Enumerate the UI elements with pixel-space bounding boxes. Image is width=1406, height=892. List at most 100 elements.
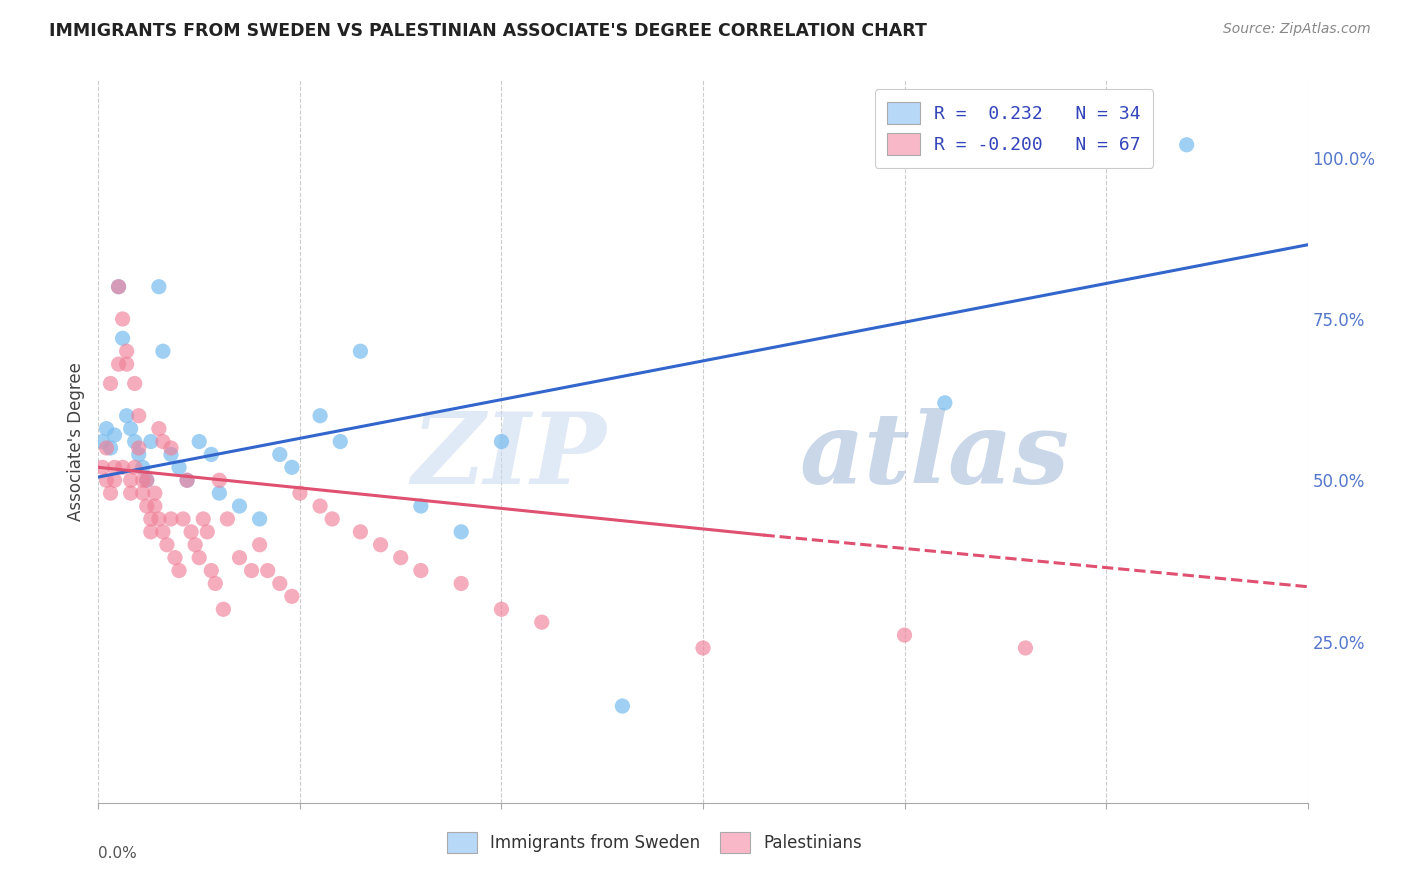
Point bbox=[321, 512, 343, 526]
Point bbox=[530, 615, 553, 630]
Point bbox=[269, 447, 291, 461]
Point bbox=[193, 512, 215, 526]
Point bbox=[124, 434, 146, 449]
Point bbox=[256, 564, 278, 578]
Point bbox=[152, 434, 174, 449]
Text: 0.0%: 0.0% bbox=[98, 847, 138, 861]
Point bbox=[200, 564, 222, 578]
Point bbox=[491, 602, 513, 616]
Point bbox=[124, 460, 146, 475]
Text: Source: ZipAtlas.com: Source: ZipAtlas.com bbox=[1223, 22, 1371, 37]
Point bbox=[135, 499, 157, 513]
Point bbox=[389, 550, 412, 565]
Point bbox=[288, 486, 311, 500]
Point bbox=[128, 441, 150, 455]
Point bbox=[1014, 640, 1036, 655]
Point bbox=[167, 460, 190, 475]
Point bbox=[309, 499, 332, 513]
Point bbox=[91, 460, 114, 475]
Y-axis label: Associate's Degree: Associate's Degree bbox=[66, 362, 84, 521]
Point bbox=[100, 441, 122, 455]
Point bbox=[100, 376, 122, 391]
Point bbox=[115, 357, 138, 371]
Point bbox=[204, 576, 226, 591]
Point bbox=[148, 512, 170, 526]
Point bbox=[160, 447, 183, 461]
Point bbox=[120, 422, 142, 436]
Point bbox=[195, 524, 218, 539]
Point bbox=[132, 486, 155, 500]
Point bbox=[111, 312, 134, 326]
Point bbox=[409, 564, 432, 578]
Point bbox=[349, 344, 371, 359]
Point bbox=[200, 447, 222, 461]
Point bbox=[228, 499, 250, 513]
Point bbox=[180, 524, 202, 539]
Point bbox=[107, 279, 129, 293]
Point bbox=[128, 409, 150, 423]
Point bbox=[103, 428, 125, 442]
Point bbox=[156, 538, 179, 552]
Point bbox=[128, 447, 150, 461]
Point bbox=[152, 524, 174, 539]
Point bbox=[491, 434, 513, 449]
Point bbox=[612, 699, 634, 714]
Point bbox=[208, 473, 231, 487]
Point bbox=[249, 512, 271, 526]
Point bbox=[240, 564, 263, 578]
Point bbox=[115, 344, 138, 359]
Point bbox=[188, 434, 211, 449]
Text: atlas: atlas bbox=[800, 408, 1070, 504]
Point bbox=[111, 331, 134, 345]
Point bbox=[212, 602, 235, 616]
Point bbox=[217, 512, 239, 526]
Point bbox=[160, 441, 183, 455]
Point bbox=[132, 473, 155, 487]
Point bbox=[139, 512, 162, 526]
Point bbox=[148, 422, 170, 436]
Point bbox=[281, 460, 304, 475]
Point bbox=[152, 344, 174, 359]
Point bbox=[120, 486, 142, 500]
Point bbox=[409, 499, 432, 513]
Point bbox=[188, 550, 211, 565]
Point bbox=[269, 576, 291, 591]
Point bbox=[228, 550, 250, 565]
Point bbox=[139, 434, 162, 449]
Point bbox=[96, 422, 118, 436]
Point bbox=[107, 357, 129, 371]
Point bbox=[176, 473, 198, 487]
Point bbox=[135, 473, 157, 487]
Point bbox=[172, 512, 194, 526]
Point bbox=[692, 640, 714, 655]
Point bbox=[135, 473, 157, 487]
Point bbox=[249, 538, 271, 552]
Point bbox=[184, 538, 207, 552]
Point bbox=[309, 409, 332, 423]
Point bbox=[107, 279, 129, 293]
Point bbox=[208, 486, 231, 500]
Point bbox=[176, 473, 198, 487]
Point bbox=[893, 628, 915, 642]
Point bbox=[139, 524, 162, 539]
Point bbox=[143, 499, 166, 513]
Point bbox=[349, 524, 371, 539]
Point bbox=[281, 590, 304, 604]
Point bbox=[934, 396, 956, 410]
Point bbox=[115, 409, 138, 423]
Point bbox=[1175, 137, 1198, 152]
Point bbox=[103, 460, 125, 475]
Point bbox=[120, 473, 142, 487]
Text: IMMIGRANTS FROM SWEDEN VS PALESTINIAN ASSOCIATE'S DEGREE CORRELATION CHART: IMMIGRANTS FROM SWEDEN VS PALESTINIAN AS… bbox=[49, 22, 927, 40]
Point bbox=[370, 538, 392, 552]
Point bbox=[163, 550, 186, 565]
Point bbox=[167, 564, 190, 578]
Point bbox=[143, 486, 166, 500]
Point bbox=[103, 473, 125, 487]
Point bbox=[111, 460, 134, 475]
Point bbox=[329, 434, 352, 449]
Point bbox=[450, 576, 472, 591]
Point bbox=[124, 376, 146, 391]
Point bbox=[148, 279, 170, 293]
Legend: Immigrants from Sweden, Palestinians: Immigrants from Sweden, Palestinians bbox=[440, 826, 869, 860]
